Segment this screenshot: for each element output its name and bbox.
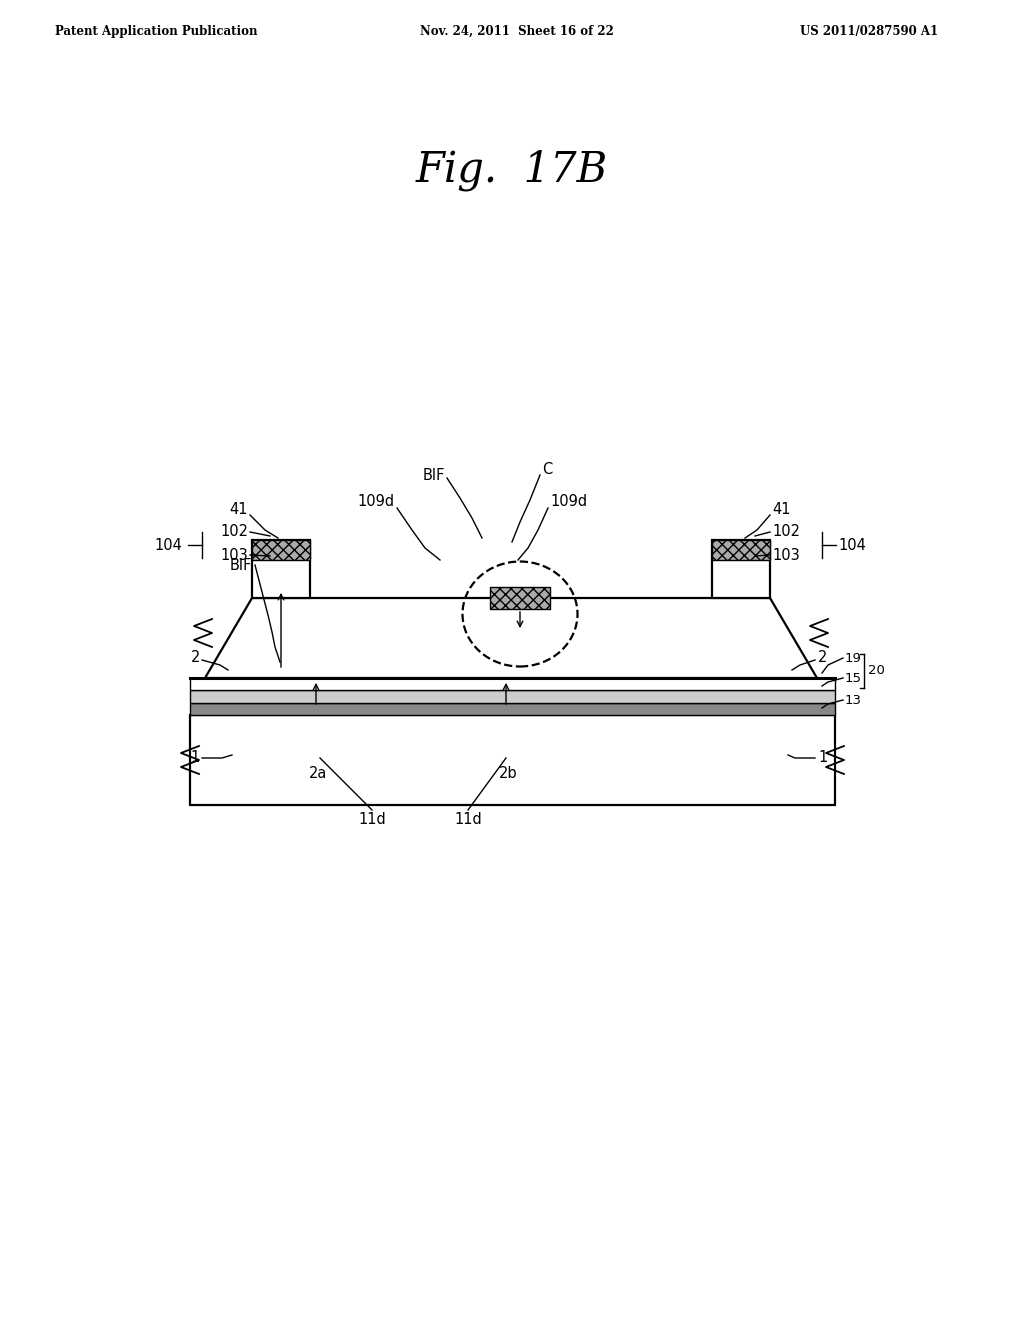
Polygon shape <box>490 587 550 609</box>
Text: 1: 1 <box>190 751 200 766</box>
Text: 102: 102 <box>772 524 800 540</box>
Text: C: C <box>542 462 552 478</box>
Text: Nov. 24, 2011  Sheet 16 of 22: Nov. 24, 2011 Sheet 16 of 22 <box>420 25 613 38</box>
Text: 15: 15 <box>845 672 862 685</box>
Text: BIF: BIF <box>229 557 252 573</box>
Text: 102: 102 <box>220 524 248 540</box>
Text: 20: 20 <box>868 664 885 676</box>
Text: 41: 41 <box>229 503 248 517</box>
Text: 103: 103 <box>772 548 800 562</box>
Polygon shape <box>190 704 835 715</box>
Text: 2: 2 <box>818 651 827 665</box>
Polygon shape <box>190 678 835 690</box>
Text: 11d: 11d <box>454 813 482 828</box>
Text: 2a: 2a <box>309 766 328 780</box>
Text: 1: 1 <box>818 751 827 766</box>
Text: 109d: 109d <box>357 495 395 510</box>
Text: BIF: BIF <box>423 467 445 483</box>
Text: 2b: 2b <box>499 766 517 780</box>
Polygon shape <box>205 598 817 678</box>
Text: Patent Application Publication: Patent Application Publication <box>55 25 257 38</box>
Text: 13: 13 <box>845 693 862 706</box>
Polygon shape <box>252 540 310 560</box>
Text: 19: 19 <box>845 652 862 664</box>
Polygon shape <box>190 690 835 704</box>
Text: 103: 103 <box>220 548 248 562</box>
Polygon shape <box>282 675 350 715</box>
Text: 104: 104 <box>838 537 866 553</box>
Text: 2: 2 <box>190 651 200 665</box>
Text: US 2011/0287590 A1: US 2011/0287590 A1 <box>800 25 938 38</box>
Polygon shape <box>712 540 770 598</box>
Polygon shape <box>472 675 540 715</box>
Polygon shape <box>252 540 310 598</box>
Text: 41: 41 <box>772 503 791 517</box>
Text: Fig.  17B: Fig. 17B <box>416 149 608 191</box>
Polygon shape <box>190 715 835 805</box>
Text: 109d: 109d <box>550 495 587 510</box>
Text: 104: 104 <box>155 537 182 553</box>
Text: 11d: 11d <box>358 813 386 828</box>
Polygon shape <box>712 540 770 560</box>
